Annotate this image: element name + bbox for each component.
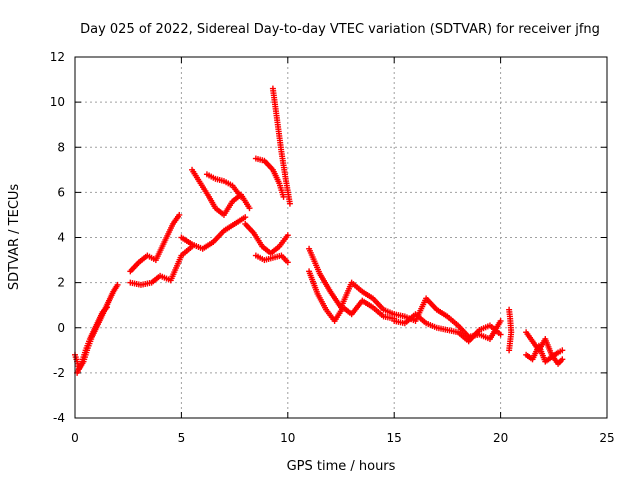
x-tick-label: 10 bbox=[280, 431, 295, 445]
data-point bbox=[286, 200, 293, 207]
data-point bbox=[506, 347, 513, 354]
data-point bbox=[246, 205, 253, 212]
y-tick-label: -2 bbox=[53, 366, 65, 380]
y-tick-label: 10 bbox=[50, 95, 65, 109]
chart-title: Day 025 of 2022, Sidereal Day-to-day VTE… bbox=[80, 22, 600, 37]
x-tick-label: 20 bbox=[493, 431, 508, 445]
data-point bbox=[497, 317, 504, 324]
y-tick-label: 8 bbox=[57, 140, 65, 154]
data-point bbox=[280, 193, 287, 200]
y-tick-label: -4 bbox=[53, 411, 65, 425]
data-point bbox=[284, 232, 291, 239]
data-point bbox=[237, 193, 244, 200]
data-point bbox=[284, 259, 291, 266]
y-tick-label: 6 bbox=[57, 185, 65, 199]
data-point bbox=[559, 356, 566, 363]
data-point bbox=[559, 347, 566, 354]
axis-ticks: 0 5 10 15 20 25 -4 -2 0 2 4 6 8 10 12 bbox=[50, 50, 615, 445]
data-point bbox=[114, 281, 121, 288]
data-point bbox=[497, 331, 504, 338]
data-point bbox=[103, 304, 110, 311]
data-point bbox=[176, 211, 183, 218]
y-tick-label: 12 bbox=[50, 50, 65, 64]
x-axis-label: GPS time / hours bbox=[287, 459, 396, 474]
y-tick-label: 4 bbox=[57, 231, 65, 245]
x-tick-label: 25 bbox=[599, 431, 614, 445]
x-tick-label: 0 bbox=[71, 431, 79, 445]
y-tick-label: 0 bbox=[57, 321, 65, 335]
y-tick-label: 2 bbox=[57, 276, 65, 290]
y-axis-label: SDTVAR / TECUs bbox=[7, 184, 22, 291]
data-points bbox=[72, 85, 566, 376]
x-tick-label: 5 bbox=[178, 431, 186, 445]
data-point bbox=[242, 214, 249, 221]
x-tick-label: 15 bbox=[387, 431, 402, 445]
gridlines bbox=[75, 57, 607, 418]
plot-frame bbox=[74, 56, 608, 419]
